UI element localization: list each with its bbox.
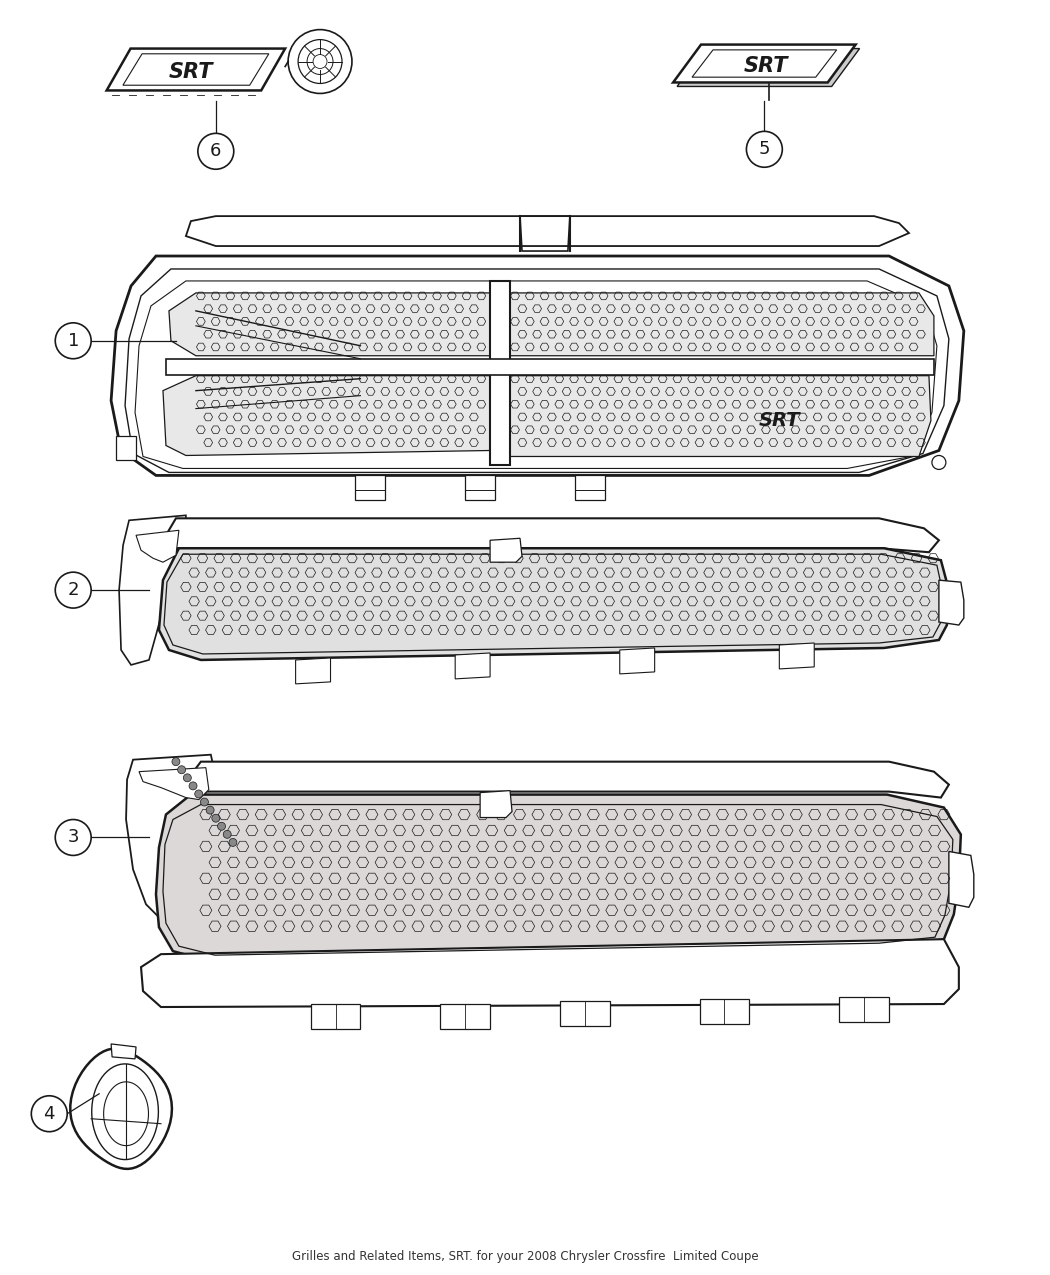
Polygon shape (949, 852, 973, 908)
Polygon shape (119, 515, 186, 666)
Text: 3: 3 (67, 829, 79, 847)
Text: 1: 1 (67, 332, 79, 349)
Polygon shape (111, 1044, 136, 1058)
Circle shape (194, 790, 203, 798)
Polygon shape (70, 1048, 172, 1169)
Polygon shape (156, 794, 961, 961)
Polygon shape (560, 1001, 610, 1026)
Polygon shape (311, 1003, 360, 1029)
Polygon shape (510, 293, 933, 356)
Polygon shape (490, 538, 522, 562)
Polygon shape (465, 476, 496, 500)
Polygon shape (677, 48, 860, 87)
Polygon shape (673, 45, 856, 83)
Polygon shape (163, 519, 939, 552)
Polygon shape (574, 476, 605, 500)
Circle shape (184, 774, 191, 782)
Polygon shape (186, 217, 909, 246)
Text: Grilles and Related Items, SRT. for your 2008 Chrysler Crossfire  Limited Coupe: Grilles and Related Items, SRT. for your… (292, 1250, 758, 1262)
Polygon shape (699, 1000, 750, 1024)
Circle shape (217, 822, 226, 830)
Circle shape (298, 40, 342, 83)
Polygon shape (107, 48, 286, 91)
Text: SRT: SRT (744, 56, 789, 75)
Polygon shape (139, 768, 209, 799)
Polygon shape (163, 376, 490, 455)
Text: SRT: SRT (759, 411, 800, 430)
Polygon shape (620, 648, 654, 674)
Polygon shape (159, 548, 949, 660)
Polygon shape (117, 436, 136, 460)
Polygon shape (141, 940, 959, 1007)
Polygon shape (440, 1003, 490, 1029)
Polygon shape (490, 280, 510, 465)
Polygon shape (126, 755, 216, 917)
Polygon shape (186, 761, 949, 798)
Polygon shape (779, 643, 814, 669)
Circle shape (212, 815, 219, 822)
Circle shape (313, 55, 327, 69)
Polygon shape (480, 790, 512, 817)
Circle shape (206, 806, 214, 815)
Circle shape (932, 455, 946, 469)
Circle shape (56, 323, 91, 358)
Circle shape (172, 757, 180, 766)
Circle shape (189, 782, 197, 790)
Polygon shape (939, 580, 964, 625)
Text: 4: 4 (43, 1104, 55, 1123)
Text: 5: 5 (758, 140, 770, 158)
Text: SRT: SRT (169, 62, 213, 83)
Polygon shape (169, 293, 490, 356)
Polygon shape (510, 376, 931, 456)
Circle shape (201, 798, 208, 806)
Polygon shape (166, 358, 933, 375)
Text: 2: 2 (67, 581, 79, 599)
Circle shape (197, 134, 234, 170)
Polygon shape (136, 530, 178, 562)
Polygon shape (111, 256, 964, 476)
Text: 6: 6 (210, 143, 222, 161)
Polygon shape (839, 997, 889, 1023)
Circle shape (288, 29, 352, 93)
Circle shape (224, 830, 231, 839)
Circle shape (747, 131, 782, 167)
Polygon shape (356, 476, 385, 500)
Circle shape (229, 839, 237, 847)
Circle shape (56, 572, 91, 608)
Polygon shape (296, 658, 331, 683)
Circle shape (32, 1095, 67, 1132)
Polygon shape (456, 653, 490, 678)
Circle shape (307, 48, 333, 74)
Circle shape (177, 766, 186, 774)
Circle shape (56, 820, 91, 856)
